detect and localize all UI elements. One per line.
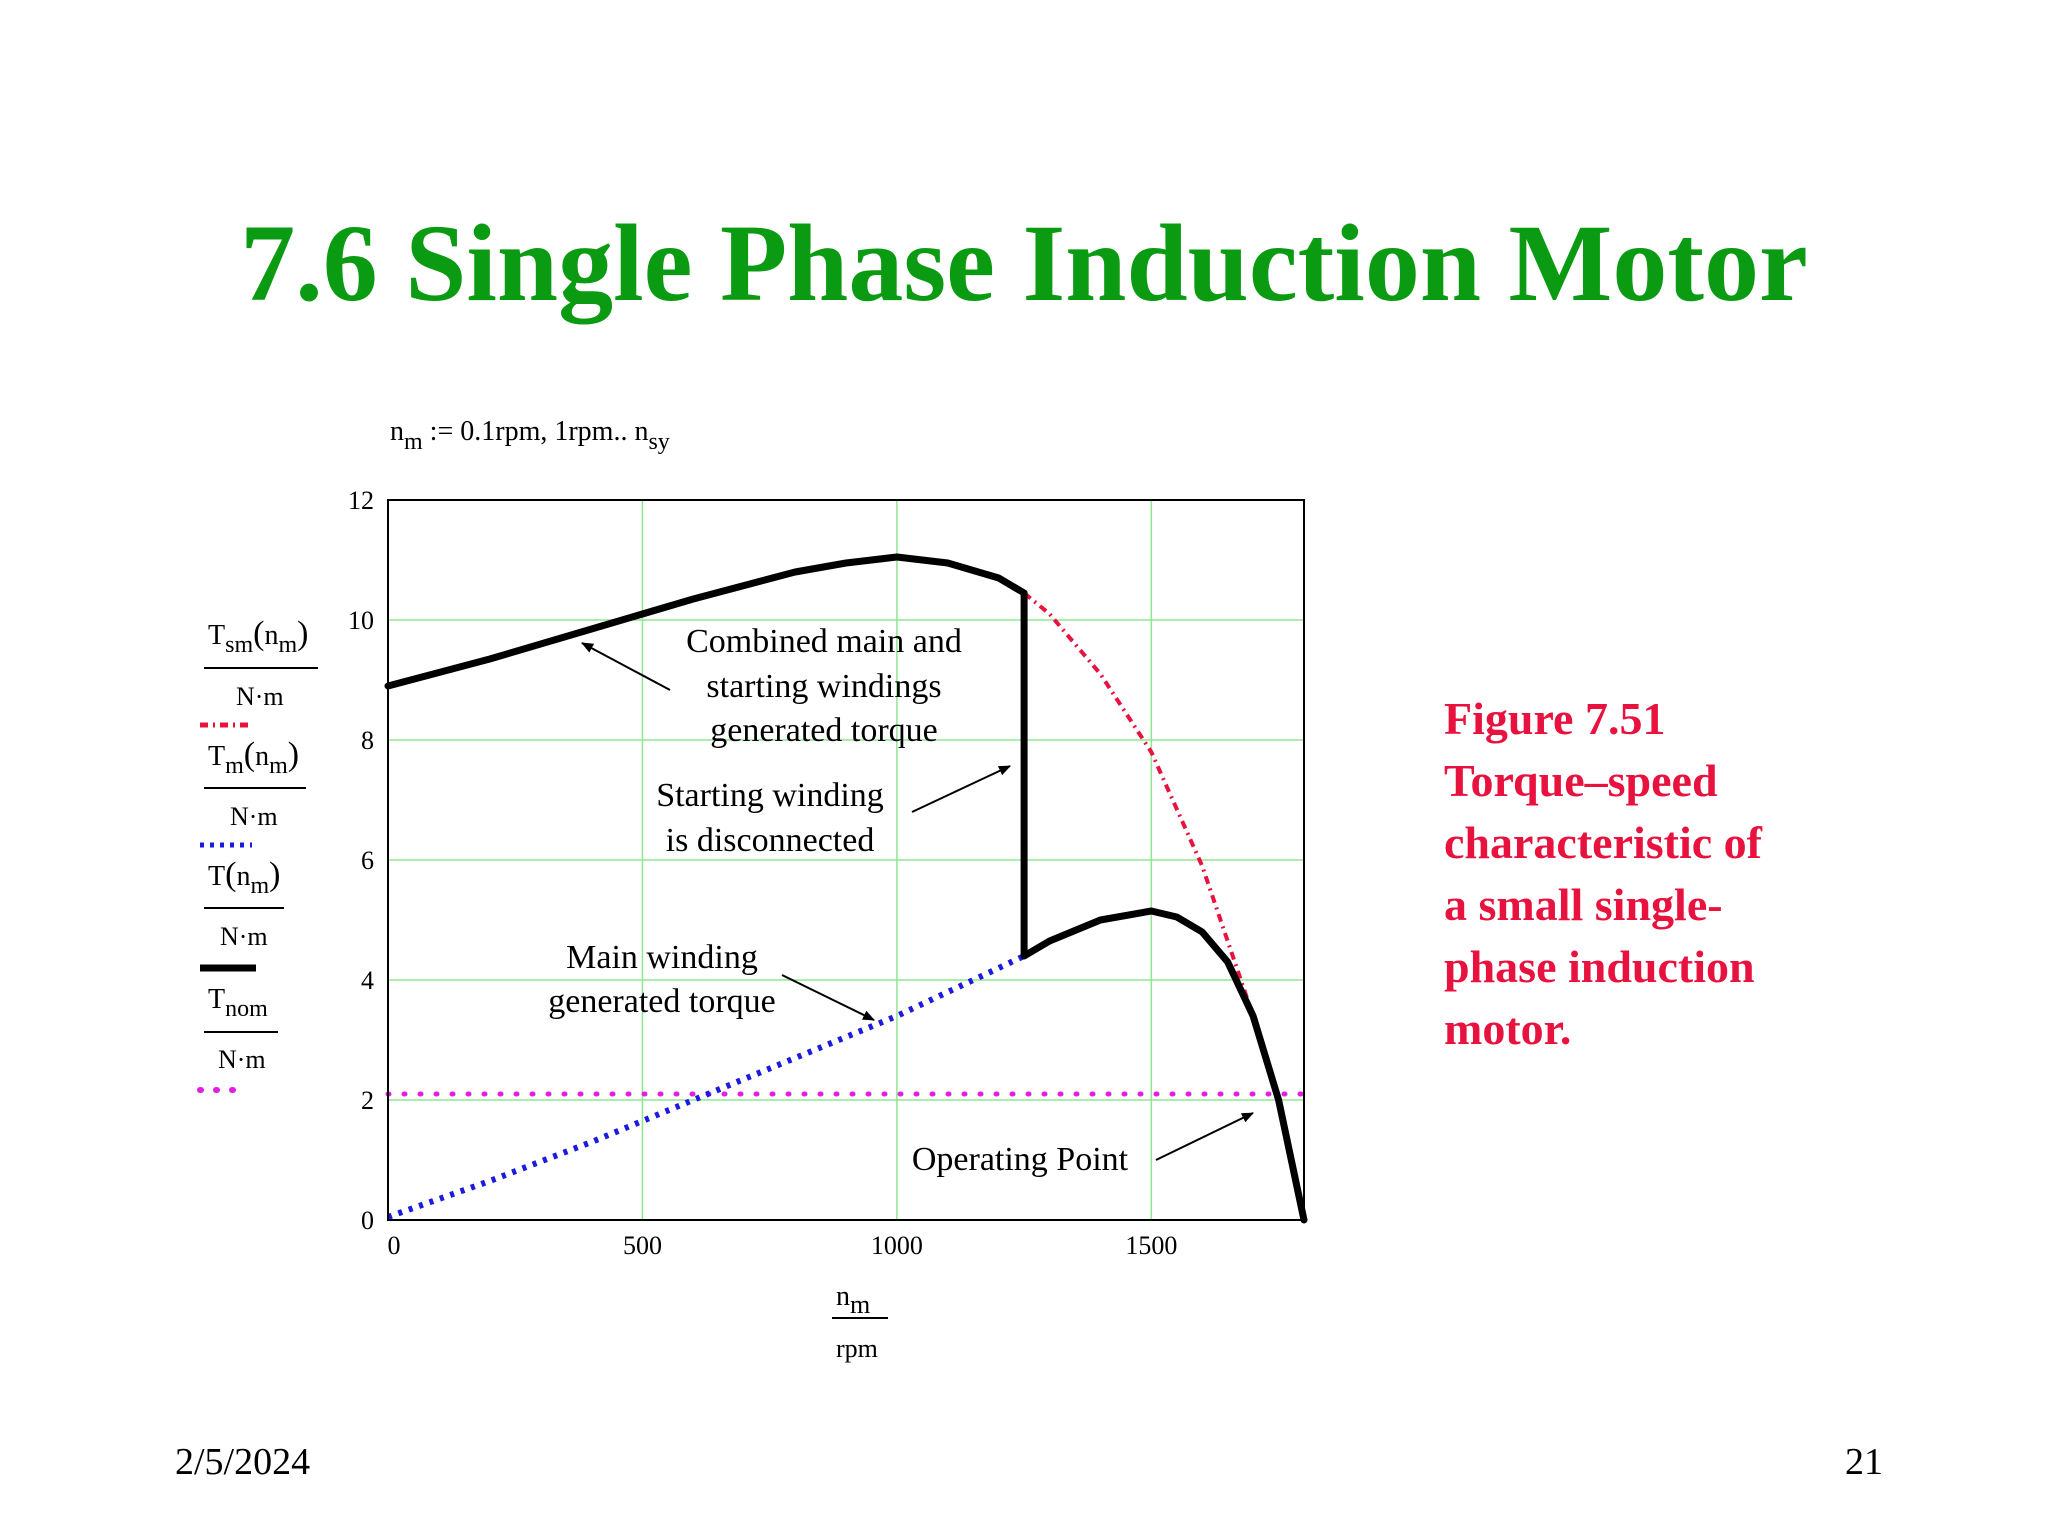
slide-date: 2/5/2024 — [175, 1441, 311, 1483]
series-line-tm — [386, 908, 1307, 1221]
svg-text:starting windings: starting windings — [706, 668, 941, 705]
legend-entry-t: T(nm) N·m — [200, 856, 284, 972]
caption-line: Figure 7.51 — [1444, 693, 1666, 744]
y-tick-label: 8 — [361, 726, 374, 755]
x-tick-label: 500 — [623, 1231, 662, 1260]
svg-text:generated torque: generated torque — [710, 712, 938, 749]
chart-series — [384, 553, 1308, 1224]
figure-caption: Figure 7.51 Torque–speed characteristic … — [1444, 688, 1864, 1060]
caption-line: phase induction — [1444, 941, 1755, 992]
x-tick-label: 0 — [388, 1231, 401, 1260]
svg-text:nm: nm — [836, 1281, 870, 1319]
caption-line: motor. — [1444, 1003, 1572, 1054]
arrow-main-winding — [781, 974, 875, 1021]
y-tick-label: 4 — [361, 966, 374, 995]
x-axis-label: nm rpm — [832, 1281, 888, 1363]
arrow-combined — [581, 642, 671, 691]
y-tick-label: 12 — [348, 486, 374, 515]
legend: Tsm(nm) N·m Tm(nm) N·m T(nm) N·m Tnom N·… — [197, 615, 318, 1093]
svg-text:N·m: N·m — [218, 1045, 266, 1074]
slide-page-number: 21 — [1845, 1441, 1883, 1483]
svg-text:T(nm): T(nm) — [208, 856, 280, 899]
svg-text:Starting winding: Starting winding — [656, 777, 884, 814]
slide-title: 7.6 Single Phase Induction Motor — [240, 202, 1808, 324]
legend-entry-tm: Tm(nm) N·m — [200, 736, 306, 848]
y-tick-label: 6 — [361, 846, 374, 875]
caption-line: characteristic of — [1444, 817, 1763, 868]
legend-entry-tsm: Tsm(nm) N·m — [200, 615, 318, 728]
svg-text:generated torque: generated torque — [548, 983, 776, 1020]
chart-grid — [388, 500, 1304, 1220]
arrow-disconnected — [911, 765, 1011, 813]
legend-entry-tnom: Tnom N·m — [197, 984, 278, 1093]
axis-ticks: 0 500 1000 1500 0 2 4 6 8 10 12 — [348, 486, 1177, 1260]
annotation-starting-disconnected: Starting winding is disconnected — [656, 777, 884, 859]
x-tick-label: 1000 — [871, 1231, 923, 1260]
svg-text:Combined main and: Combined main and — [686, 623, 962, 660]
svg-text:Tsm(nm): Tsm(nm) — [208, 615, 308, 658]
plot-frame — [387, 499, 1305, 1221]
svg-text:Main winding: Main winding — [566, 939, 758, 976]
annotation-combined-torque: Combined main and starting windings gene… — [686, 623, 962, 749]
svg-text:Tm(nm): Tm(nm) — [208, 736, 299, 779]
x-tick-label: 1500 — [1125, 1231, 1177, 1260]
svg-text:rpm: rpm — [836, 1334, 878, 1363]
y-tick-label: 0 — [361, 1206, 374, 1235]
svg-text:N·m: N·m — [236, 682, 284, 711]
annotation-main-winding: Main winding generated torque — [548, 939, 776, 1020]
y-tick-label: 10 — [348, 606, 374, 635]
svg-text:Tnom: Tnom — [208, 984, 268, 1022]
svg-text:Operating Point: Operating Point — [912, 1141, 1129, 1178]
svg-text:N·m: N·m — [220, 922, 268, 951]
caption-line: a small single- — [1444, 879, 1723, 930]
range-definition: nm := 0.1rpm, 1rpm.. nsy — [390, 416, 670, 455]
arrow-operating-point — [1155, 1112, 1254, 1161]
annotation-operating-point: Operating Point — [912, 1141, 1129, 1178]
y-tick-label: 2 — [361, 1086, 374, 1115]
svg-text:is disconnected: is disconnected — [666, 822, 875, 859]
series-line-t — [384, 553, 1308, 1224]
caption-line: Torque–speed — [1444, 755, 1718, 806]
svg-text:N·m: N·m — [230, 802, 278, 831]
